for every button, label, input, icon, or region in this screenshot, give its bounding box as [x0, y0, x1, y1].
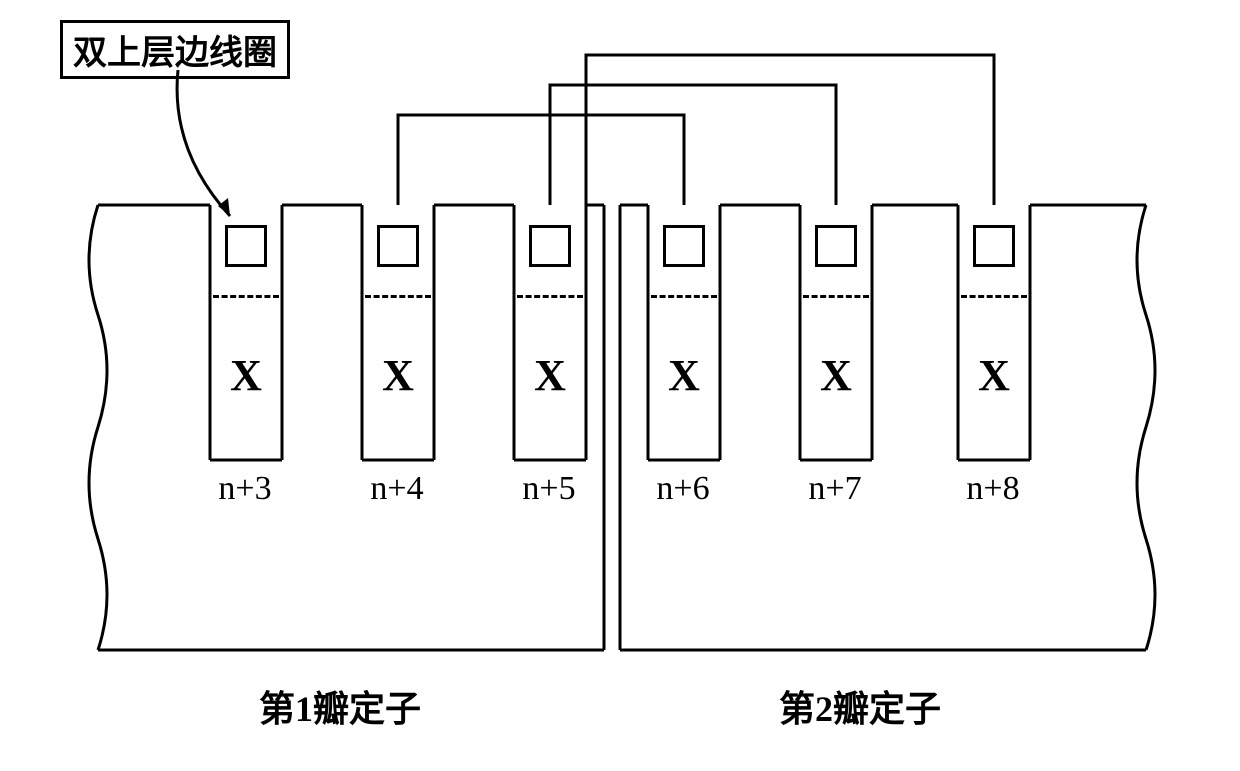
x-mark-1: X: [362, 350, 434, 401]
x-mark-3: X: [648, 350, 720, 401]
x-mark-4: X: [800, 350, 872, 401]
stator-label-2: 第2瓣定子: [740, 680, 980, 732]
x-mark-0: X: [210, 350, 282, 401]
slot-dashed-1: [365, 295, 431, 298]
slot-dashed-3: [651, 295, 717, 298]
slot-dashed-2: [517, 295, 583, 298]
upper-coil-5: [973, 225, 1015, 267]
slot-label-4: n+7: [780, 470, 890, 508]
slot-dashed-0: [213, 295, 279, 298]
slot-dashed-4: [803, 295, 869, 298]
slot-dashed-5: [961, 295, 1027, 298]
upper-coil-3: [663, 225, 705, 267]
upper-coil-0: [225, 225, 267, 267]
slot-label-2: n+5: [494, 470, 604, 508]
upper-coil-2: [529, 225, 571, 267]
diagram-canvas: 双上层边线圈: [70, 30, 1170, 730]
slot-label-0: n+3: [190, 470, 300, 508]
upper-coil-4: [815, 225, 857, 267]
stator-label-1: 第1瓣定子: [220, 680, 460, 732]
x-mark-5: X: [958, 350, 1030, 401]
slot-label-1: n+4: [342, 470, 452, 508]
slot-label-3: n+6: [628, 470, 738, 508]
slot-label-5: n+8: [938, 470, 1048, 508]
upper-coil-1: [377, 225, 419, 267]
x-mark-2: X: [514, 350, 586, 401]
